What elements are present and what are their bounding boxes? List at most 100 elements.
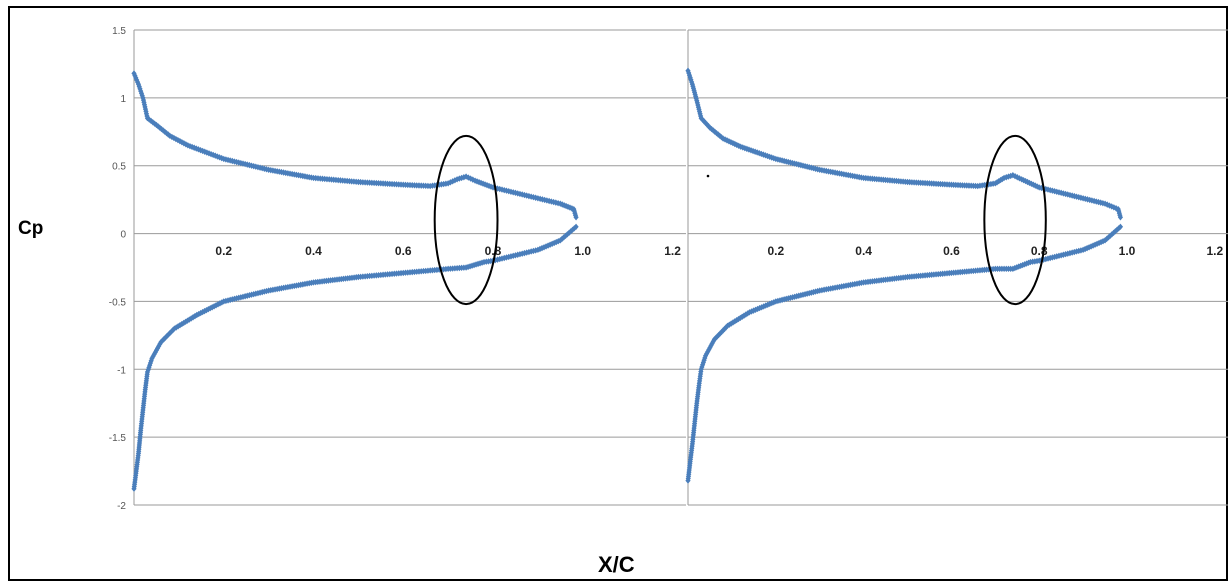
upper-surface-point [1003, 174, 1009, 181]
upper-surface-point [1014, 174, 1020, 181]
upper-surface-point [155, 123, 161, 130]
upper-surface-point [992, 180, 998, 187]
lower-surface-point [1086, 244, 1092, 251]
upper-surface-point [472, 177, 478, 184]
x-tick-label: 1.2 [1206, 244, 1223, 258]
upper-surface-point [1034, 183, 1040, 190]
lower-surface-point [719, 328, 725, 336]
upper-surface-point [1054, 188, 1060, 195]
lower-surface-point [706, 346, 712, 353]
lower-surface-point [1065, 250, 1071, 257]
upper-surface-point [510, 189, 516, 196]
annotation-ellipse [983, 134, 1047, 306]
lower-surface-point [1036, 257, 1042, 264]
lower-surface-point [769, 299, 775, 307]
upper-surface-point [165, 131, 171, 138]
upper-surface-point [512, 189, 519, 197]
lower-surface-point [1105, 234, 1112, 241]
upper-surface-point [724, 137, 730, 144]
upper-surface-point [1047, 186, 1053, 194]
upper-surface-point [1095, 198, 1102, 206]
chart-panel-1: 1.5 1 0.5 0 -0.5 -1 -1.5 -2 0.2 0.4 0.6 0.8 1.0 1.2 [109, 26, 686, 512]
lower-surface-point [557, 237, 563, 244]
lower-surface-point [756, 304, 763, 312]
upper-surface-point [555, 199, 561, 207]
x-tick-label: 0.2 [215, 244, 232, 258]
lower-surface-point [543, 243, 549, 250]
lower-surface-point [1102, 237, 1108, 244]
upper-surface-point [1001, 174, 1007, 182]
upper-surface-point [146, 116, 152, 123]
upper-surface-point [999, 175, 1005, 183]
upper-surface-point [767, 153, 773, 160]
upper-surface-point [1012, 173, 1018, 180]
upper-surface-point [1024, 178, 1031, 186]
upper-surface-point [539, 196, 545, 203]
upper-surface-point [701, 118, 707, 125]
lower-surface-point [723, 324, 729, 331]
upper-surface-point [185, 142, 191, 149]
lower-surface-point [547, 241, 553, 248]
x-tick-label: 1.0 [1119, 244, 1136, 258]
upper-surface-point [548, 198, 554, 205]
upper-surface-point [519, 191, 525, 198]
lower-surface-point [530, 247, 537, 255]
x-tick-label: 0.4 [305, 244, 322, 258]
y-tick-label: 0 [120, 230, 126, 241]
lower-surface-point [741, 312, 747, 319]
upper-surface-point [1106, 202, 1113, 209]
y-tick-label: 1 [120, 94, 126, 105]
upper-surface-point [476, 178, 482, 186]
upper-surface-point [1076, 194, 1082, 201]
upper-surface-point [740, 144, 746, 151]
lower-surface-point [508, 253, 514, 260]
lower-surface-point [1098, 238, 1104, 246]
lower-surface-point [1056, 252, 1062, 260]
lower-surface-point [526, 248, 532, 256]
upper-surface-point [717, 132, 723, 140]
upper-surface-point [486, 182, 492, 190]
y-axis-label: Cp [18, 218, 44, 239]
upper-surface-point [465, 174, 471, 181]
lower-surface-point [708, 342, 714, 349]
upper-surface-point [1073, 193, 1080, 200]
lower-surface-point [1045, 255, 1051, 262]
upper-surface-point [718, 134, 725, 141]
lower-surface-point [716, 331, 722, 339]
upper-surface-point [736, 142, 742, 150]
upper-surface-point [1016, 175, 1023, 182]
lower-surface-point [743, 311, 749, 318]
upper-surface-point [1008, 172, 1014, 180]
upper-surface-point [698, 115, 704, 122]
lower-surface-point [734, 317, 740, 324]
lower-surface-point [562, 232, 569, 240]
upper-surface-point [1032, 182, 1038, 189]
upper-surface-point [478, 179, 484, 187]
upper-surface-point [715, 131, 721, 138]
upper-surface-point [771, 155, 777, 162]
upper-surface-point [508, 188, 514, 195]
lower-surface-point [735, 315, 742, 323]
y-tick-label: -1.5 [109, 433, 127, 444]
upper-surface-point [1065, 191, 1071, 198]
x-tick-label: 1.2 [664, 244, 681, 258]
upper-surface-point [461, 174, 467, 181]
y-tick-label: -1 [117, 365, 126, 376]
upper-surface-point [1026, 179, 1033, 187]
upper-surface-point [503, 187, 510, 194]
lower-surface-point [503, 254, 510, 261]
upper-surface-point [1056, 189, 1062, 196]
upper-surface-point [1019, 176, 1025, 183]
upper-surface-point [553, 199, 559, 206]
x-tick-label: 1.0 [574, 244, 591, 258]
upper-surface-point [728, 138, 734, 146]
upper-surface-point [708, 125, 715, 133]
upper-surface-point [1117, 214, 1124, 221]
upper-surface-point [1005, 173, 1012, 180]
upper-surface-point [533, 194, 539, 201]
x-tick-label: 0.4 [855, 244, 872, 258]
upper-surface-point [705, 122, 712, 130]
x-tick-label: 0.6 [395, 244, 412, 258]
lower-surface-point [763, 302, 769, 309]
